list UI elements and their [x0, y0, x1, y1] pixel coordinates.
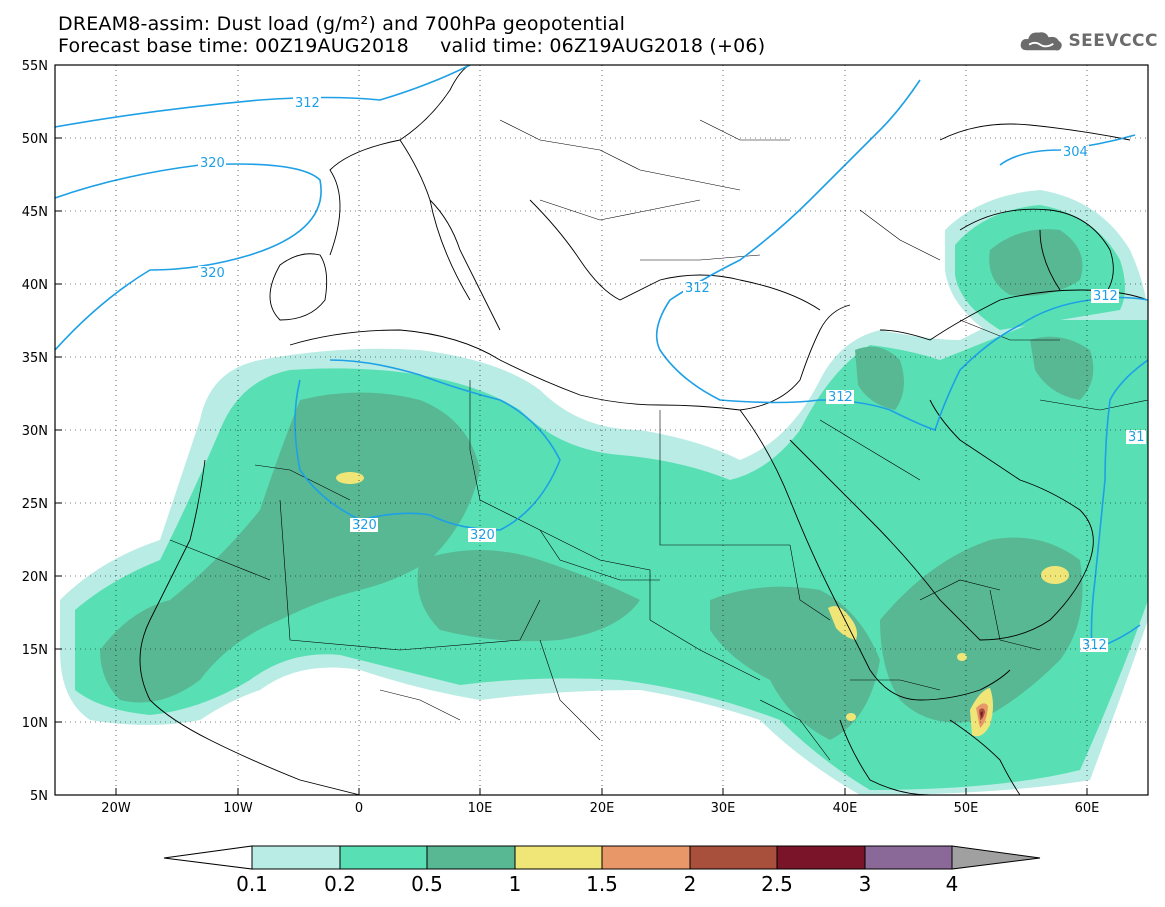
- lat-label: 5N: [30, 789, 48, 804]
- contour-label: 304: [1063, 145, 1088, 160]
- dust-region-0.5-iran: [1030, 336, 1094, 400]
- colorbar-label: 3: [858, 872, 872, 896]
- coastlines: [139, 65, 1148, 795]
- lat-label: 15N: [22, 643, 48, 658]
- colorbar-max-arrow: [951, 845, 1041, 870]
- lon-label: 60E: [1075, 801, 1100, 816]
- lon-label: 10E: [468, 801, 493, 816]
- dust-region-0.5-arabia: [880, 537, 1083, 723]
- colorbar-segment: [339, 845, 428, 870]
- contour-label: 312: [295, 96, 320, 111]
- colorbar-segment: [776, 845, 866, 870]
- lon-label: 0: [355, 801, 363, 816]
- dust-region-0.5-caspian: [989, 229, 1083, 296]
- dust-region-1-sudan: [846, 713, 856, 721]
- colorbar-label: 0.5: [411, 872, 443, 896]
- geopotential-contours: [55, 65, 1148, 652]
- contour-labels: 312 320 320 320 320 312 312 312 304 312 …: [198, 96, 1146, 653]
- colorbar-label: 1.5: [586, 872, 618, 896]
- axis-ticks: [55, 64, 1088, 796]
- colorbar-label: 2: [683, 872, 697, 896]
- gridlines: [55, 65, 1148, 795]
- lat-label: 50N: [22, 132, 48, 147]
- dust-region-0.5-westafrica: [100, 392, 480, 703]
- country-borders: [169, 119, 1148, 761]
- colorbar: [163, 845, 1041, 870]
- contour-label: 312: [828, 390, 853, 405]
- lat-label: 25N: [22, 497, 48, 512]
- dust-region-1-eritrea: [828, 606, 857, 640]
- dust-region-2.5-somalia: [980, 711, 983, 718]
- map-title: DREAM8-assim: Dust load (g/m²) and 700hP…: [58, 13, 626, 35]
- colorbar-segment: [426, 845, 516, 870]
- contour-label: 312: [685, 281, 710, 296]
- forecast-time-line: Forecast base time: 00Z19AUG2018 valid t…: [58, 35, 766, 57]
- lon-label: 20W: [101, 801, 131, 816]
- colorbar-segment: [689, 845, 778, 870]
- colorbar-segment: [251, 845, 341, 870]
- contour-label: 320: [470, 528, 495, 543]
- contour-label: 320: [200, 156, 225, 171]
- colorbar-label: 0.2: [324, 872, 356, 896]
- cloud-icon: [1020, 32, 1062, 51]
- contour-label: 320: [352, 518, 377, 533]
- logo-text: SEEVCCC: [1068, 31, 1158, 51]
- colorbar-segment: [864, 845, 953, 870]
- latitude-labels: 55N 50N 45N 40N 35N 30N 25N 20N 15N 10N …: [22, 59, 48, 804]
- lat-label: 45N: [22, 205, 48, 220]
- dust-region-1-yemen: [957, 653, 967, 661]
- contour-label: 31: [1128, 430, 1145, 445]
- lon-label: 20E: [590, 801, 615, 816]
- colorbar-segment: [601, 845, 691, 870]
- colorbar-label: 1: [508, 872, 522, 896]
- contour-label: 312: [1093, 289, 1118, 304]
- lat-label: 20N: [22, 570, 48, 585]
- lon-label: 30E: [711, 801, 736, 816]
- longitude-labels: 20W 10W 0 10E 20E 30E 40E 50E 60E: [101, 801, 1099, 816]
- colorbar-label: 2.5: [761, 872, 793, 896]
- dust-region-1-sahara: [336, 472, 364, 484]
- contour-label: 320: [200, 266, 225, 281]
- colorbar-label: 4: [945, 872, 959, 896]
- seevccc-logo: SEEVCCC: [1018, 26, 1158, 56]
- lat-label: 40N: [22, 278, 48, 293]
- lon-label: 50E: [954, 801, 979, 816]
- lat-label: 30N: [22, 424, 48, 439]
- lat-label: 10N: [22, 716, 48, 731]
- dust-region-0.5-sahara: [417, 550, 640, 642]
- lon-label: 10W: [223, 801, 253, 816]
- lat-label: 35N: [22, 351, 48, 366]
- contour-label: 312: [1082, 638, 1107, 653]
- lon-label: 40E: [833, 801, 858, 816]
- colorbar-segment: [514, 845, 603, 870]
- colorbar-label: 0.1: [236, 872, 268, 896]
- dust-region-1-oman: [1041, 566, 1069, 584]
- colorbar-min-arrow: [163, 845, 253, 870]
- lat-label: 55N: [22, 59, 48, 74]
- dust-region-0.5-iraq: [855, 346, 904, 410]
